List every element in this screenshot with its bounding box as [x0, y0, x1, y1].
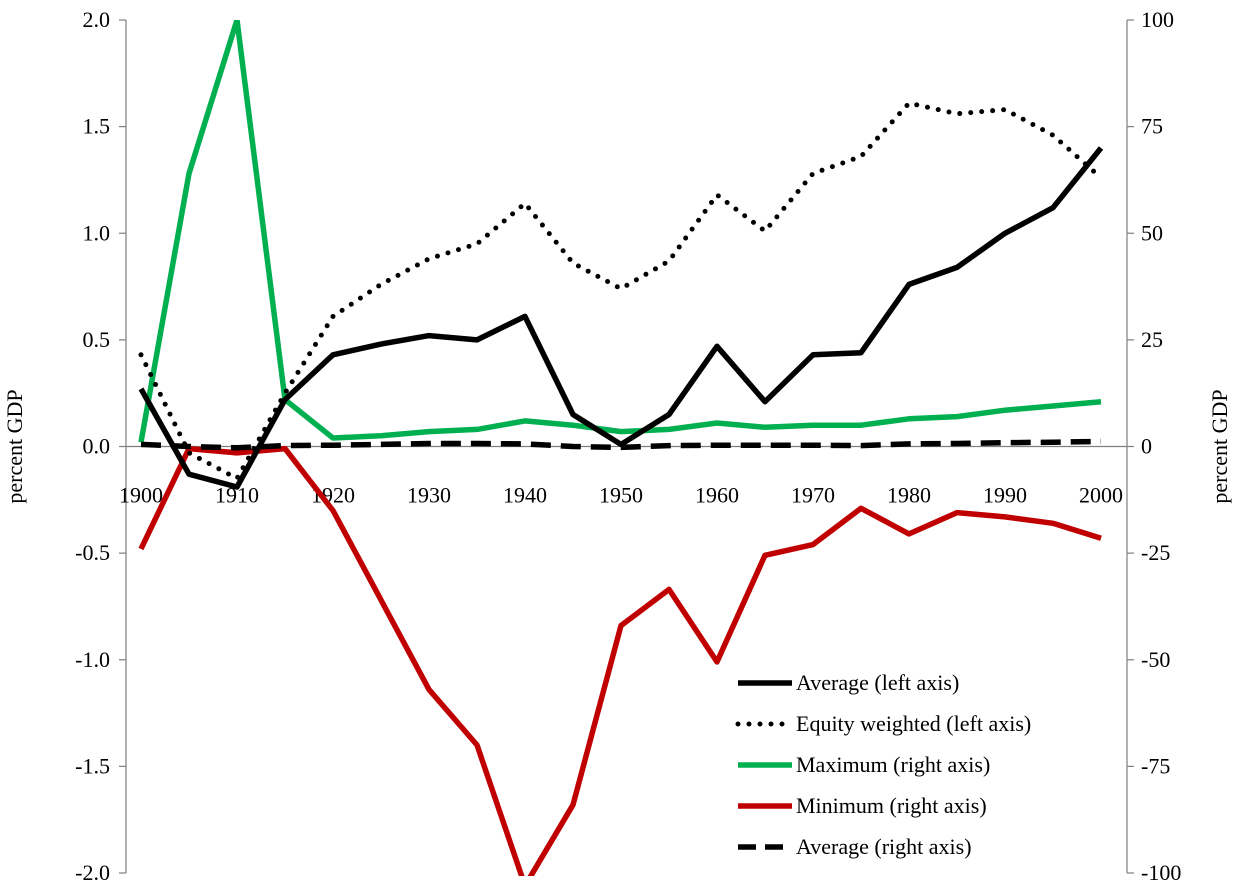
- left-axis-title: percent GDP: [2, 389, 27, 503]
- left-tick-label: -1.5: [75, 753, 110, 778]
- right-axis-title: percent GDP: [1207, 389, 1232, 503]
- right-tick-label: 75: [1141, 114, 1163, 139]
- left-tick-label: -2.0: [75, 860, 110, 885]
- left-tick-label: -1.0: [75, 647, 110, 672]
- x-tick-label: 1930: [407, 483, 451, 508]
- left-tick-label: 1.5: [83, 114, 111, 139]
- right-tick-label: 25: [1141, 327, 1163, 352]
- series-line-equity-weighted-left-axis: [141, 103, 1101, 478]
- legend-label: Equity weighted (left axis): [796, 711, 1031, 736]
- right-tick-label: -50: [1141, 647, 1170, 672]
- right-tick-label: -25: [1141, 540, 1170, 565]
- x-tick-label: 1990: [983, 483, 1027, 508]
- x-tick-label: 1980: [887, 483, 931, 508]
- left-tick-label: 0.0: [83, 434, 111, 459]
- right-tick-label: 0: [1141, 434, 1152, 459]
- series-line-average-left-axis: [141, 148, 1101, 487]
- series-line-maximum-right-axis: [141, 20, 1101, 442]
- legend-label: Average (left axis): [796, 670, 959, 695]
- x-tick-label: 2000: [1079, 483, 1123, 508]
- right-tick-label: 100: [1141, 7, 1174, 32]
- x-tick-label: 1950: [599, 483, 643, 508]
- left-tick-label: 0.5: [83, 327, 111, 352]
- left-tick-label: 1.0: [83, 220, 111, 245]
- x-tick-label: 1940: [503, 483, 547, 508]
- left-tick-label: -0.5: [75, 540, 110, 565]
- x-tick-label: 1900: [119, 483, 163, 508]
- right-tick-label: 50: [1141, 220, 1163, 245]
- legend-label: Maximum (right axis): [796, 752, 990, 777]
- x-tick-label: 1970: [791, 483, 835, 508]
- legend-label: Average (right axis): [796, 834, 972, 859]
- x-tick-label: 1960: [695, 483, 739, 508]
- right-tick-label: -75: [1141, 753, 1170, 778]
- right-tick-label: -100: [1141, 860, 1181, 885]
- legend: Average (left axis) Equity weighted (left…: [738, 670, 1031, 859]
- left-tick-label: 2.0: [83, 7, 111, 32]
- legend-label: Minimum (right axis): [796, 793, 987, 818]
- series-line-minimum-right-axis: [141, 449, 1101, 886]
